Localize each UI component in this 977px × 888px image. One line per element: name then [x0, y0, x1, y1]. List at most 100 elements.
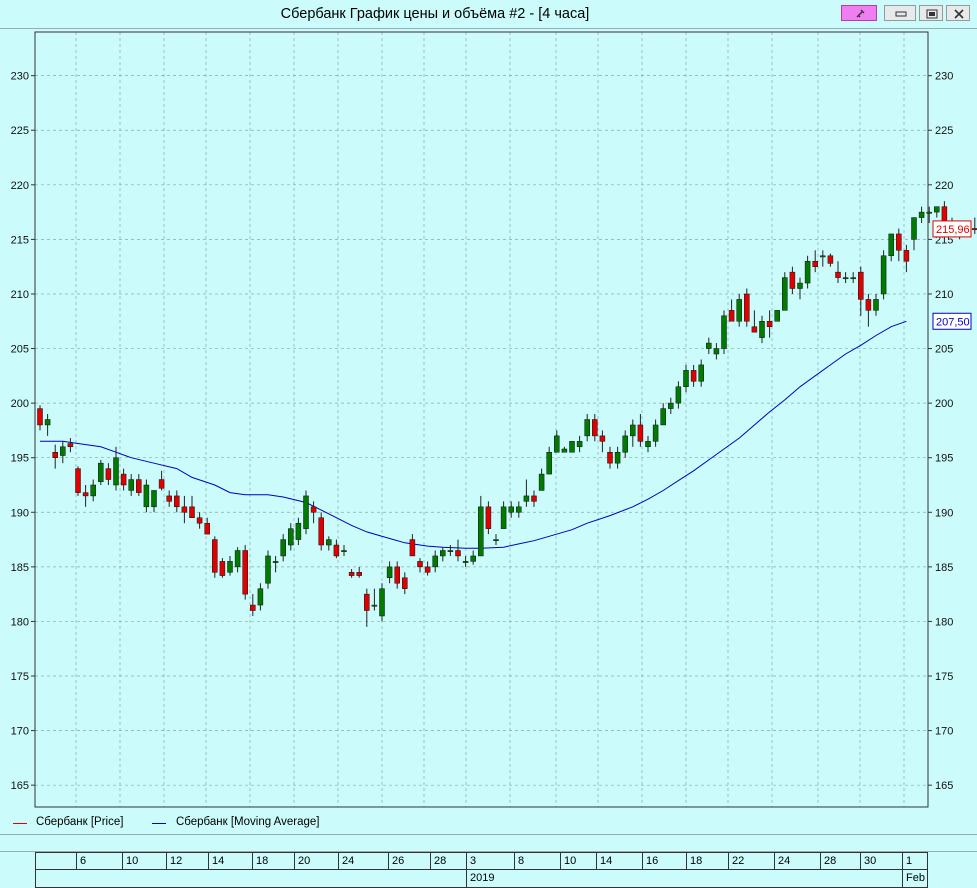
chart-legend: Сбербанк [Price] Сбербанк [Moving Averag…: [0, 810, 977, 834]
left-price-axis: 165 170 175 180 185 190 195 200 205 210 215 220 225 2…: [11, 71, 35, 792]
minimize-button[interactable]: [884, 5, 916, 21]
candle-body: [82, 492, 89, 497]
candle-body: [113, 457, 119, 486]
candle-body: [447, 550, 454, 552]
candle: [440, 547, 446, 562]
last-price-label-box: [932, 220, 972, 238]
candle: [318, 512, 324, 551]
close-button[interactable]: [946, 5, 970, 21]
candle-body: [219, 561, 226, 576]
candle: [934, 206, 940, 218]
candle: [250, 594, 256, 616]
candle-body: [67, 443, 74, 448]
candle-body: [402, 577, 408, 589]
candle: [326, 536, 332, 551]
candle-body: [348, 572, 355, 576]
candle: [926, 206, 932, 224]
candle: [698, 359, 704, 387]
candle: [288, 523, 294, 551]
price-candles-series: [37, 201, 977, 627]
last-ma-label: 207,50: [936, 316, 970, 328]
day-label: 30: [860, 853, 902, 869]
candle: [204, 517, 210, 535]
candle: [713, 343, 720, 360]
candle: [136, 474, 142, 496]
candle: [668, 397, 674, 415]
day-label: 20: [294, 853, 338, 869]
candle-body: [394, 566, 400, 584]
y-tick-label: 190: [11, 507, 29, 519]
candle: [858, 266, 864, 316]
candle-body: [759, 321, 765, 338]
candle: [972, 217, 977, 234]
candle-body: [166, 495, 172, 502]
y-tick-label: 210: [11, 289, 29, 301]
candle: [865, 293, 872, 327]
day-label: 8: [514, 853, 560, 869]
candle-body: [614, 451, 621, 464]
candle-body: [804, 260, 811, 284]
candle-body: [698, 364, 704, 382]
candle: [630, 419, 636, 447]
candle-body: [706, 342, 712, 349]
day-label: 24: [338, 853, 388, 869]
candle: [706, 337, 712, 355]
candle: [911, 217, 917, 251]
maximize-button[interactable]: [919, 5, 943, 21]
candle: [736, 293, 742, 327]
candle: [569, 441, 575, 453]
candle-body: [592, 419, 598, 437]
candle-body: [227, 561, 233, 573]
candle: [386, 561, 393, 584]
candle: [774, 310, 780, 322]
candle-body: [934, 206, 940, 213]
candle: [265, 550, 271, 589]
legend-divider: [0, 834, 977, 835]
pin-button[interactable]: [841, 5, 877, 21]
candle-body: [820, 255, 826, 258]
candle: [196, 512, 203, 529]
candle: [470, 550, 476, 565]
candle: [751, 310, 758, 333]
candle-body: [136, 479, 142, 493]
candle-body: [75, 468, 81, 493]
pin-icon: [856, 9, 865, 18]
candle: [310, 501, 317, 524]
candle-body: [500, 506, 507, 529]
candle-body: [728, 310, 735, 322]
candle-body: [181, 506, 188, 513]
candle: [759, 315, 765, 344]
candle: [485, 501, 492, 535]
candle-body: [645, 441, 651, 448]
candle: [508, 501, 514, 518]
y-tick-label: 205: [935, 344, 953, 356]
candle: [166, 490, 172, 507]
candle: [554, 430, 560, 453]
y-tick-label: 195: [11, 453, 29, 465]
candle: [447, 545, 454, 556]
day-label: 1: [902, 853, 928, 869]
candle: [52, 444, 58, 469]
plot-area-frame: [34, 31, 929, 808]
chart-gridlines: [35, 32, 928, 807]
candle-body: [257, 588, 264, 606]
candle-body: [516, 506, 522, 513]
candle: [174, 490, 180, 513]
candle-body: [189, 506, 195, 518]
y-tick-label: 180: [11, 616, 29, 628]
candle-body: [409, 539, 416, 557]
candle: [257, 583, 264, 611]
candle: [90, 479, 96, 502]
time-axis[interactable]: 6 10 12 14 18 20 24 26 28 3 8 10 14 16 1…: [35, 852, 928, 888]
price-chart[interactable]: 165 170 175 180 185 190 195 200 205 210 215 220 225 2…: [0, 0, 977, 810]
candle-body: [652, 424, 659, 442]
y-tick-label: 200: [11, 398, 29, 410]
candle: [675, 381, 682, 409]
candle-body: [789, 271, 796, 289]
candle: [782, 272, 788, 311]
candle-body: [242, 550, 248, 595]
candle-body: [538, 473, 545, 491]
candle-body: [303, 495, 309, 529]
candle: [896, 228, 902, 262]
candle-body: [470, 555, 476, 562]
